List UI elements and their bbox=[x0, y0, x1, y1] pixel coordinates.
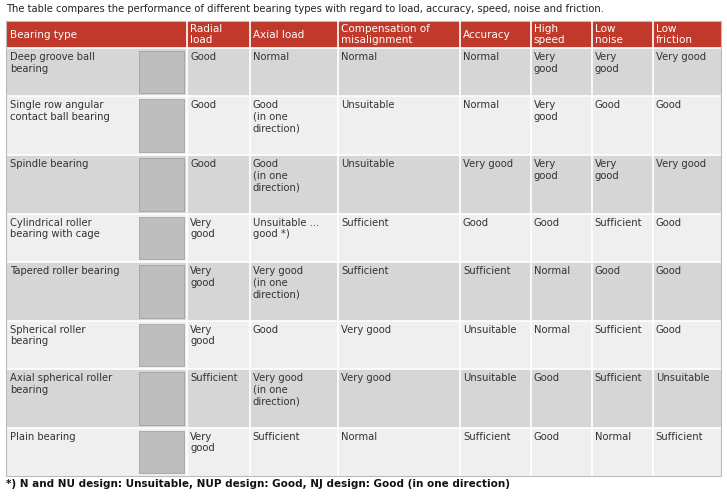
Text: Good: Good bbox=[595, 100, 621, 110]
Text: Sufficient: Sufficient bbox=[253, 432, 300, 442]
Text: Unsuitable: Unsuitable bbox=[463, 373, 516, 383]
Text: High
speed: High speed bbox=[534, 24, 565, 45]
Text: Single row angular
contact ball bearing: Single row angular contact ball bearing bbox=[10, 100, 110, 122]
Text: Normal: Normal bbox=[534, 266, 570, 276]
Bar bbox=[139, 324, 184, 366]
Bar bbox=[6, 262, 721, 321]
Text: Axial spherical roller
bearing: Axial spherical roller bearing bbox=[10, 373, 112, 394]
Text: Good: Good bbox=[656, 100, 682, 110]
Text: Sufficient: Sufficient bbox=[341, 266, 388, 276]
Text: Sufficient: Sufficient bbox=[656, 432, 703, 442]
Text: Very
good: Very good bbox=[595, 52, 619, 74]
Text: Normal: Normal bbox=[253, 52, 289, 62]
Bar bbox=[6, 321, 721, 369]
Text: Normal: Normal bbox=[595, 432, 631, 442]
Text: Unsuitable: Unsuitable bbox=[341, 159, 395, 169]
Text: *) N and NU design: Unsuitable, NUP design: Good, NJ design: Good (in one direct: *) N and NU design: Unsuitable, NUP desi… bbox=[6, 479, 510, 489]
Text: Good: Good bbox=[190, 100, 217, 110]
Text: Very
good: Very good bbox=[190, 432, 215, 454]
Text: Low
noise: Low noise bbox=[595, 24, 622, 45]
Text: Sufficient: Sufficient bbox=[190, 373, 238, 383]
Text: Low
friction: Low friction bbox=[656, 24, 693, 45]
Text: Unsuitable: Unsuitable bbox=[656, 373, 709, 383]
Bar bbox=[6, 21, 721, 48]
Bar bbox=[139, 51, 184, 93]
Text: Bearing type: Bearing type bbox=[10, 29, 77, 39]
Text: Very
good: Very good bbox=[190, 218, 215, 240]
Text: Good: Good bbox=[656, 218, 682, 228]
Text: Normal: Normal bbox=[341, 52, 377, 62]
Text: Deep groove ball
bearing: Deep groove ball bearing bbox=[10, 52, 95, 74]
Text: Sufficient: Sufficient bbox=[595, 325, 642, 335]
Text: Very good: Very good bbox=[463, 159, 513, 169]
Bar bbox=[6, 48, 721, 96]
Text: Unsuitable: Unsuitable bbox=[463, 325, 516, 335]
Text: Sufficient: Sufficient bbox=[595, 218, 642, 228]
Text: Normal: Normal bbox=[463, 100, 499, 110]
Text: Compensation of
misalignment: Compensation of misalignment bbox=[341, 24, 430, 45]
Text: Good: Good bbox=[253, 325, 279, 335]
Text: Very
good: Very good bbox=[534, 52, 558, 74]
Text: Unsuitable: Unsuitable bbox=[341, 100, 395, 110]
Bar bbox=[139, 265, 184, 318]
Text: Tapered roller bearing: Tapered roller bearing bbox=[10, 266, 120, 276]
Text: Good: Good bbox=[463, 218, 489, 228]
Bar bbox=[6, 428, 721, 476]
Bar bbox=[139, 99, 184, 152]
Bar bbox=[139, 431, 184, 473]
Text: Very good
(in one
direction): Very good (in one direction) bbox=[253, 373, 303, 406]
Bar bbox=[6, 155, 721, 214]
Text: Cylindrical roller
bearing with cage: Cylindrical roller bearing with cage bbox=[10, 218, 100, 240]
Text: Spindle bearing: Spindle bearing bbox=[10, 159, 89, 169]
Bar bbox=[139, 372, 184, 425]
Text: Very
good: Very good bbox=[534, 159, 558, 181]
Text: Good: Good bbox=[595, 266, 621, 276]
Text: Good: Good bbox=[534, 432, 560, 442]
Text: Sufficient: Sufficient bbox=[595, 373, 642, 383]
Text: Good: Good bbox=[534, 218, 560, 228]
Text: Axial load: Axial load bbox=[253, 29, 304, 39]
Text: Spherical roller
bearing: Spherical roller bearing bbox=[10, 325, 86, 347]
Text: Very good: Very good bbox=[656, 159, 706, 169]
Bar bbox=[139, 158, 184, 211]
Text: Good: Good bbox=[190, 159, 217, 169]
Text: Very good: Very good bbox=[341, 373, 391, 383]
Text: Very
good: Very good bbox=[190, 325, 215, 347]
Text: Normal: Normal bbox=[463, 52, 499, 62]
Text: Good: Good bbox=[656, 325, 682, 335]
Text: Good
(in one
direction): Good (in one direction) bbox=[253, 159, 300, 192]
Text: Very
good: Very good bbox=[190, 266, 215, 288]
Text: Good: Good bbox=[534, 373, 560, 383]
Text: Very
good: Very good bbox=[534, 100, 558, 122]
Text: Sufficient: Sufficient bbox=[463, 432, 510, 442]
Text: Good: Good bbox=[190, 52, 217, 62]
Text: Normal: Normal bbox=[534, 325, 570, 335]
Text: Radial
load: Radial load bbox=[190, 24, 222, 45]
Text: Very good: Very good bbox=[656, 52, 706, 62]
Text: Good
(in one
direction): Good (in one direction) bbox=[253, 100, 300, 133]
Text: Good: Good bbox=[656, 266, 682, 276]
Text: Normal: Normal bbox=[341, 432, 377, 442]
Text: Plain bearing: Plain bearing bbox=[10, 432, 76, 442]
Text: Very
good: Very good bbox=[595, 159, 619, 181]
Bar bbox=[6, 214, 721, 262]
Text: Sufficient: Sufficient bbox=[341, 218, 388, 228]
Bar bbox=[139, 217, 184, 259]
Text: Sufficient: Sufficient bbox=[463, 266, 510, 276]
Bar bbox=[6, 369, 721, 428]
Bar bbox=[6, 96, 721, 155]
Text: Unsuitable ...
good *): Unsuitable ... good *) bbox=[253, 218, 319, 240]
Text: Accuracy: Accuracy bbox=[463, 29, 510, 39]
Text: Very good
(in one
direction): Very good (in one direction) bbox=[253, 266, 303, 299]
Text: The table compares the performance of different bearing types with regard to loa: The table compares the performance of di… bbox=[6, 4, 604, 14]
Text: Very good: Very good bbox=[341, 325, 391, 335]
